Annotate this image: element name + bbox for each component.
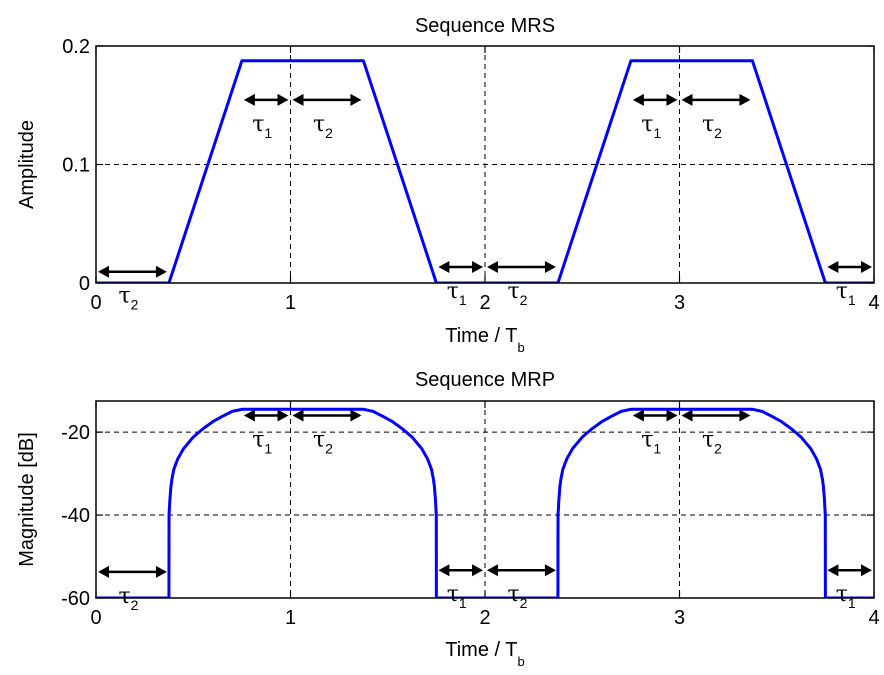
amplitude-tau-arrow-head-left-3 (438, 261, 450, 274)
magnitude-chart-title: Sequence MRP (415, 369, 555, 391)
magnitude-xtick-label-4: 4 (868, 607, 879, 629)
amplitude-ytick-label-1: 0.1 (62, 155, 90, 177)
magnitude-x-axis-label: Time / Tb (445, 639, 524, 669)
amplitude-x-axis-label: Time / Tb (445, 325, 524, 355)
amplitude-tau-arrow-head-right-1 (277, 93, 289, 106)
amplitude-tau-arrow-head-right-5 (666, 93, 678, 106)
magnitude-tau-arrow-head-right-2 (350, 409, 362, 422)
amplitude-tau-annotation-5: τ1 (632, 93, 678, 141)
amplitude-tau-arrow-head-left-5 (632, 93, 644, 106)
magnitude-tau-arrow-head-right-1 (277, 409, 289, 422)
magnitude-ytick-label-2: -20 (61, 422, 90, 444)
magnitude-tau-annotation-5: τ1 (632, 409, 678, 457)
amplitude-tau-arrow-head-left-1 (243, 93, 255, 106)
amplitude-tau-arrow-head-right-3 (472, 261, 483, 274)
amplitude-tau-arrow-head-left-0 (98, 265, 109, 278)
amplitude-tau-label-5: τ1 (641, 112, 661, 141)
magnitude-tau-label-2: τ2 (313, 428, 333, 457)
magnitude-tau-annotation-4: τ2 (487, 564, 556, 611)
amplitude-tau-label-3: τ1 (447, 279, 467, 308)
amplitude-tau-annotation-2: τ2 (292, 93, 362, 141)
magnitude-xtick-label-3: 3 (674, 607, 685, 629)
amplitude-tau-arrow-head-left-6 (681, 93, 693, 106)
amplitude-tau-arrow-head-left-4 (487, 261, 498, 274)
amplitude-xtick-label-2: 2 (479, 292, 490, 314)
amplitude-tau-label-1: τ1 (252, 112, 272, 141)
amplitude-plot: 0 1 2 3 4 0 0.1 0.2 Sequence MRS Time / Tb Amplitu… (16, 15, 880, 355)
amplitude-tau-arrow-head-right-6 (739, 93, 751, 106)
magnitude-tau-label-0: τ2 (118, 584, 138, 613)
magnitude-tau-arrow-head-left-1 (243, 409, 255, 422)
magnitude-tau-annotation-1: τ1 (243, 409, 289, 457)
magnitude-tau-label-4: τ2 (507, 582, 527, 611)
magnitude-tau-arrow-head-left-5 (632, 409, 644, 422)
amplitude-tau-label-0: τ2 (118, 284, 138, 313)
amplitude-tau-annotation-0: τ2 (98, 265, 167, 313)
magnitude-tau-arrow-head-right-6 (739, 409, 751, 422)
amplitude-series-0 (96, 59, 874, 283)
magnitude-ytick-label-1: -40 (61, 505, 90, 527)
magnitude-ytick-label-0: -60 (61, 588, 90, 610)
magnitude-tau-annotation-6: τ2 (681, 409, 751, 457)
amplitude-tau-arrow-head-right-7 (861, 261, 872, 274)
magnitude-series-0 (96, 407, 874, 598)
magnitude-tau-arrow-head-right-0 (155, 565, 167, 578)
amplitude-tau-arrow-head-right-4 (544, 261, 556, 274)
amplitude-tau-annotation-7: τ1 (827, 261, 872, 308)
magnitude-tau-arrow-head-left-4 (487, 564, 498, 577)
amplitude-y-axis-label: Amplitude (16, 120, 38, 209)
magnitude-y-axis-label: Magnitude [dB] (16, 432, 38, 567)
amplitude-chart-title: Sequence MRS (415, 15, 555, 37)
amplitude-tau-arrow-head-right-0 (155, 265, 167, 278)
amplitude-tau-arrow-head-right-2 (350, 93, 362, 106)
amplitude-tau-label-4: τ2 (507, 279, 527, 308)
amplitude-xtick-label-3: 3 (674, 292, 685, 314)
amplitude-tau-arrow-head-left-2 (292, 93, 304, 106)
amplitude-tau-label-2: τ2 (313, 112, 333, 141)
magnitude-tau-label-3: τ1 (447, 582, 467, 611)
amplitude-tau-annotation-4: τ2 (487, 261, 556, 308)
magnitude-tau-arrow-head-left-7 (827, 564, 839, 577)
amplitude-xtick-label-0: 0 (90, 292, 101, 314)
magnitude-tau-arrow-head-left-3 (438, 564, 450, 577)
amplitude-xtick-label-1: 1 (285, 292, 296, 314)
magnitude-xtick-label-1: 1 (285, 607, 296, 629)
amplitude-tau-annotation-3: τ1 (438, 261, 483, 308)
magnitude-tau-arrow-head-right-4 (544, 564, 556, 577)
amplitude-xtick-label-4: 4 (868, 292, 879, 314)
amplitude-tau-annotation-6: τ2 (681, 93, 751, 141)
magnitude-tau-arrow-head-right-5 (666, 409, 678, 422)
magnitude-tau-annotation-0: τ2 (98, 565, 167, 613)
magnitude-xtick-label-2: 2 (479, 607, 490, 629)
amplitude-tau-arrow-head-left-7 (827, 261, 839, 274)
magnitude-tau-label-5: τ1 (641, 428, 661, 457)
amplitude-ytick-label-2: 0.2 (62, 36, 90, 58)
magnitude-tau-label-7: τ1 (836, 582, 856, 611)
magnitude-xtick-label-0: 0 (90, 607, 101, 629)
magnitude-plot: 0 1 2 3 4 -60 -40 -20 Sequence MRP Time / Tb Magni… (16, 369, 880, 669)
amplitude-tau-label-7: τ1 (836, 279, 856, 308)
magnitude-tau-arrow-head-left-2 (292, 409, 304, 422)
magnitude-tau-arrow-head-right-7 (861, 564, 872, 577)
amplitude-tau-label-6: τ2 (702, 112, 722, 141)
magnitude-tau-arrow-head-right-3 (472, 564, 483, 577)
magnitude-tau-label-1: τ1 (252, 428, 272, 457)
amplitude-tau-annotation-1: τ1 (243, 93, 289, 141)
magnitude-tau-arrow-head-left-0 (98, 565, 109, 578)
magnitude-tau-annotation-3: τ1 (438, 564, 483, 611)
magnitude-tau-label-6: τ2 (702, 428, 722, 457)
magnitude-tau-arrow-head-left-6 (681, 409, 693, 422)
magnitude-tau-annotation-7: τ1 (827, 564, 872, 611)
amplitude-ytick-label-0: 0 (79, 273, 90, 295)
magnitude-tau-annotation-2: τ2 (292, 409, 362, 457)
